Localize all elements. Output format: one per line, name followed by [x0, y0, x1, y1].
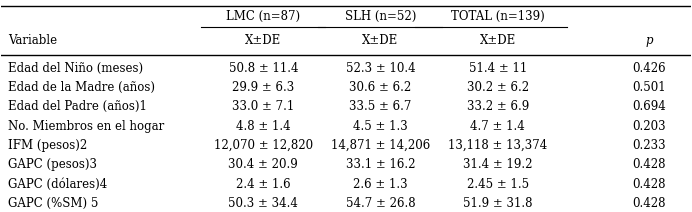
Text: IFM (pesos)2: IFM (pesos)2 [8, 139, 87, 152]
Text: 14,871 ± 14,206: 14,871 ± 14,206 [331, 139, 430, 152]
Text: 33.5 ± 6.7: 33.5 ± 6.7 [349, 100, 412, 113]
Text: 29.9 ± 6.3: 29.9 ± 6.3 [233, 81, 294, 94]
Text: 0.428: 0.428 [632, 178, 666, 191]
Text: 50.8 ± 11.4: 50.8 ± 11.4 [228, 62, 298, 75]
Text: 33.0 ± 7.1: 33.0 ± 7.1 [233, 100, 294, 113]
Text: 30.4 ± 20.9: 30.4 ± 20.9 [228, 158, 298, 171]
Text: 2.6 ± 1.3: 2.6 ± 1.3 [353, 178, 408, 191]
Text: 50.3 ± 34.4: 50.3 ± 34.4 [228, 197, 298, 210]
Text: 0.428: 0.428 [632, 158, 666, 171]
Text: 0.501: 0.501 [632, 81, 666, 94]
Text: 0.426: 0.426 [632, 62, 666, 75]
Text: Edad de la Madre (años): Edad de la Madre (años) [8, 81, 155, 94]
Text: 2.4 ± 1.6: 2.4 ± 1.6 [236, 178, 291, 191]
Text: 51.9 ± 31.8: 51.9 ± 31.8 [463, 197, 532, 210]
Text: p: p [646, 34, 653, 47]
Text: Edad del Niño (meses): Edad del Niño (meses) [8, 62, 143, 75]
Text: 0.233: 0.233 [632, 139, 666, 152]
Text: 4.7 ± 1.4: 4.7 ± 1.4 [471, 120, 525, 133]
Text: 51.4 ± 11: 51.4 ± 11 [468, 62, 527, 75]
Text: 54.7 ± 26.8: 54.7 ± 26.8 [345, 197, 415, 210]
Text: 30.2 ± 6.2: 30.2 ± 6.2 [466, 81, 529, 94]
Text: 12,070 ± 12,820: 12,070 ± 12,820 [214, 139, 313, 152]
Text: 31.4 ± 19.2: 31.4 ± 19.2 [463, 158, 532, 171]
Text: No. Miembros en el hogar: No. Miembros en el hogar [8, 120, 165, 133]
Text: SLH (n=52): SLH (n=52) [345, 10, 416, 23]
Text: GAPC (pesos)3: GAPC (pesos)3 [8, 158, 98, 171]
Text: 30.6 ± 6.2: 30.6 ± 6.2 [349, 81, 412, 94]
Text: X±DE: X±DE [363, 34, 399, 47]
Text: 4.5 ± 1.3: 4.5 ± 1.3 [353, 120, 408, 133]
Text: 2.45 ± 1.5: 2.45 ± 1.5 [466, 178, 529, 191]
Text: TOTAL (n=139): TOTAL (n=139) [450, 10, 545, 23]
Text: GAPC (%SM) 5: GAPC (%SM) 5 [8, 197, 99, 210]
Text: Variable: Variable [8, 34, 57, 47]
Text: 33.2 ± 6.9: 33.2 ± 6.9 [466, 100, 529, 113]
Text: 13,118 ± 13,374: 13,118 ± 13,374 [448, 139, 547, 152]
Text: 0.428: 0.428 [632, 197, 666, 210]
Text: 4.8 ± 1.4: 4.8 ± 1.4 [236, 120, 291, 133]
Text: 52.3 ± 10.4: 52.3 ± 10.4 [345, 62, 415, 75]
Text: LMC (n=87): LMC (n=87) [226, 10, 300, 23]
Text: GAPC (dólares)4: GAPC (dólares)4 [8, 178, 107, 191]
Text: Edad del Padre (años)1: Edad del Padre (años)1 [8, 100, 147, 113]
Text: 33.1 ± 16.2: 33.1 ± 16.2 [346, 158, 415, 171]
Text: 0.694: 0.694 [632, 100, 666, 113]
Text: 0.203: 0.203 [632, 120, 666, 133]
Text: X±DE: X±DE [245, 34, 282, 47]
Text: X±DE: X±DE [480, 34, 516, 47]
